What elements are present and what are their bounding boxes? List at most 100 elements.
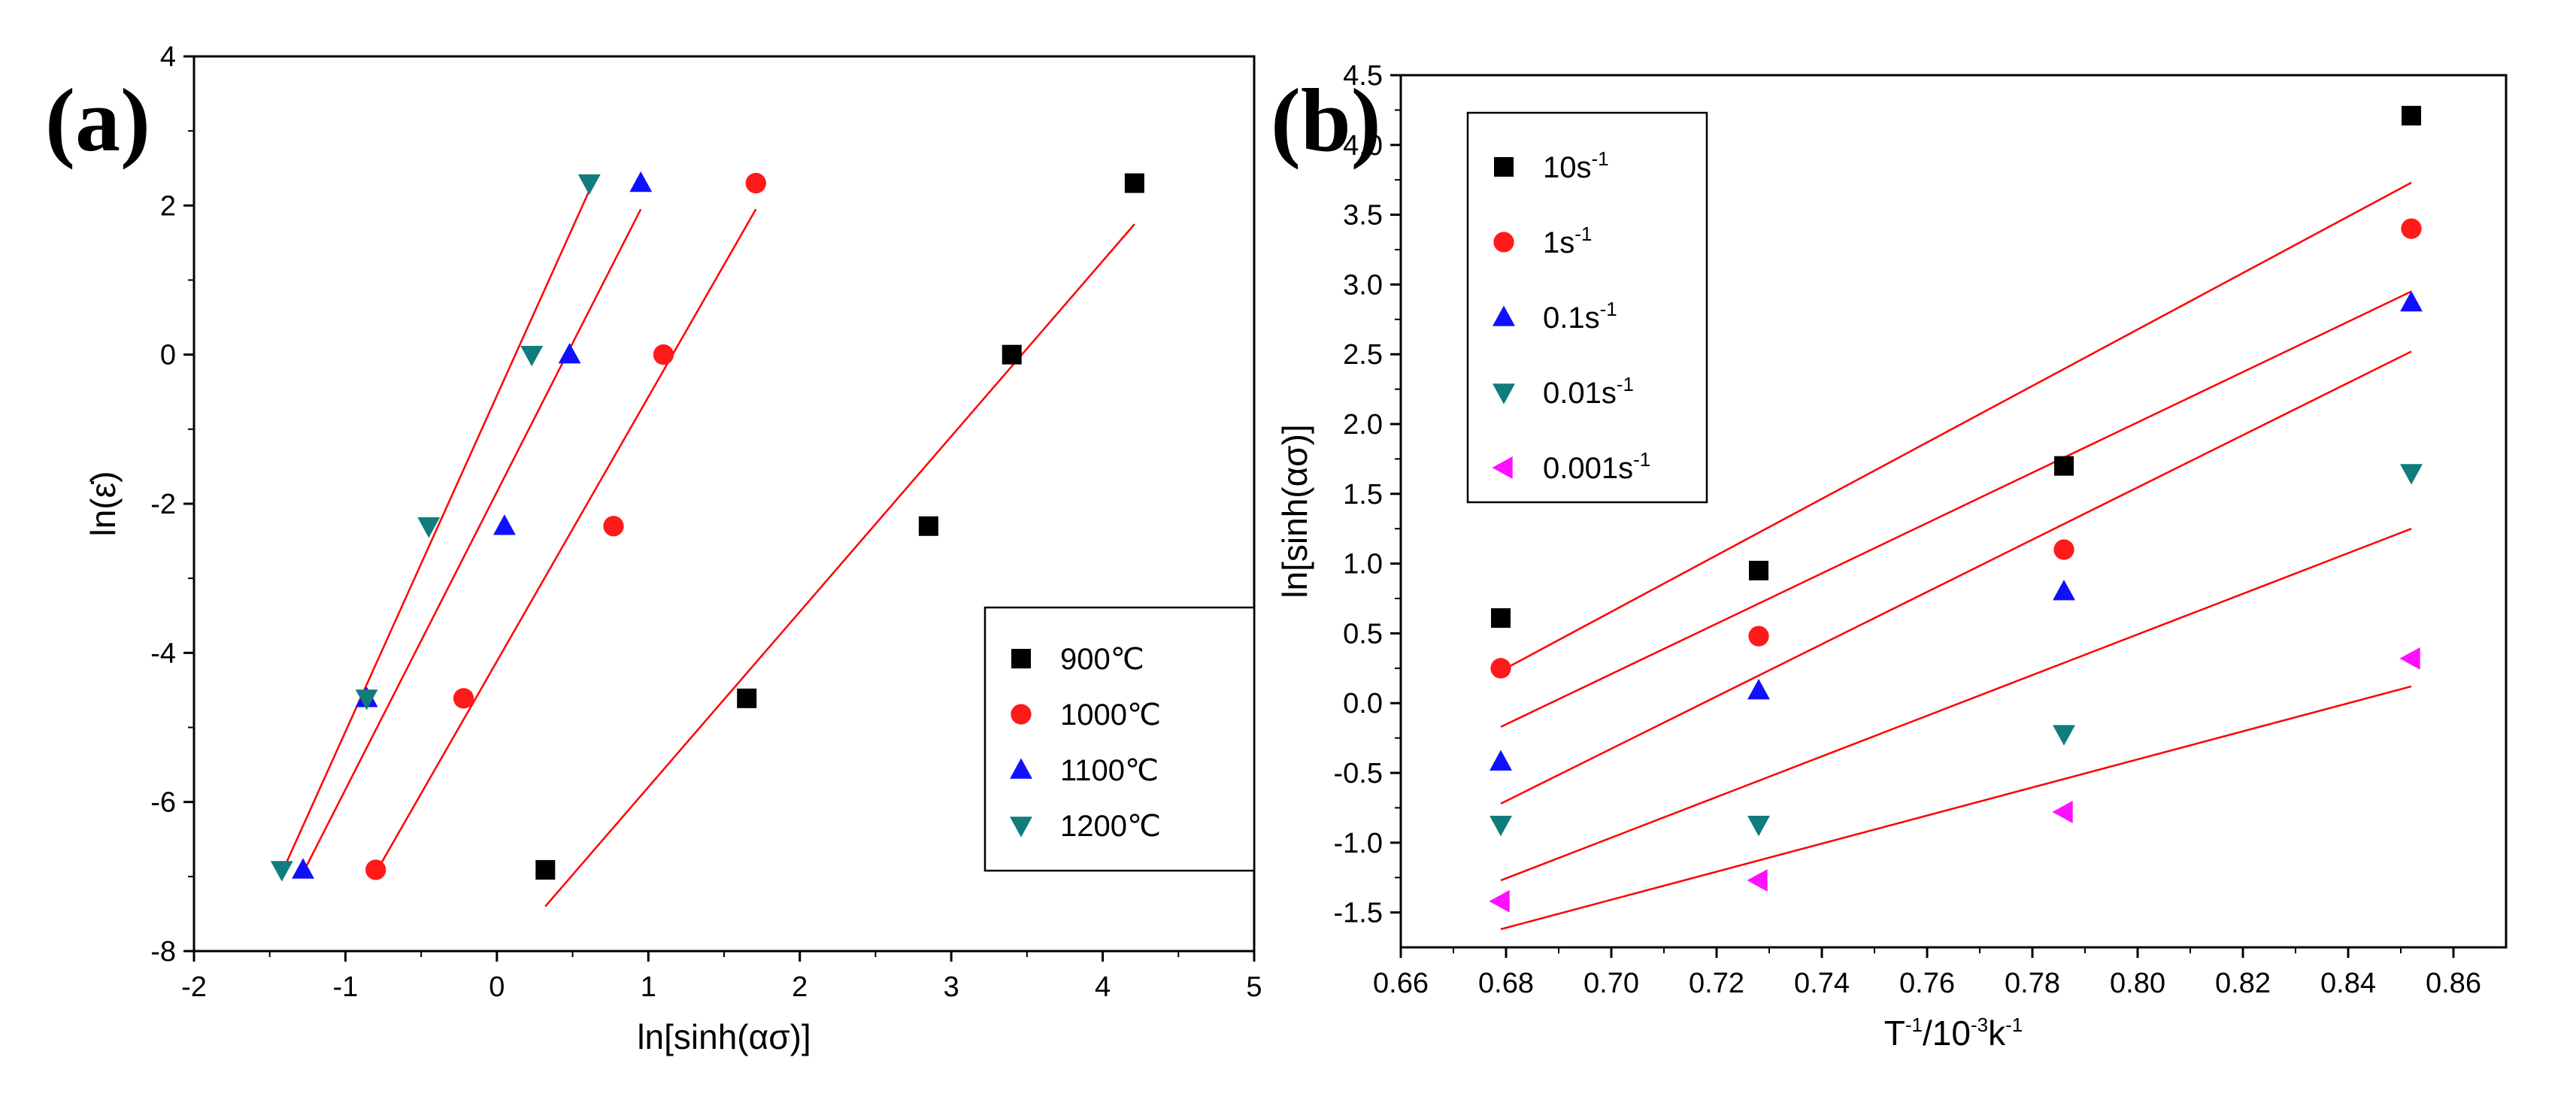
data-point-triangle-left: [1747, 868, 1768, 892]
panel-a-legend: 900℃ 1000℃ 1100℃ 1200℃: [983, 606, 1256, 872]
data-point-triangle-up: [2053, 580, 2075, 601]
legend-marker-circle: [1493, 232, 1514, 253]
data-point-square: [1124, 173, 1144, 193]
x-tick-label: 0.70: [1583, 968, 1639, 999]
data-point-triangle-down: [270, 861, 293, 882]
y-tick-label: 0.0: [1343, 688, 1383, 720]
legend-label: 900℃: [1060, 643, 1144, 676]
fit-line-0.001s: [1500, 685, 2412, 931]
legend-marker-triangle-left: [1492, 456, 1513, 479]
legend-marker-square: [1494, 157, 1514, 177]
data-point-square: [737, 688, 757, 708]
data-point-circle: [2053, 539, 2074, 560]
data-point-square: [918, 516, 938, 536]
x-tick-label: 0.82: [2215, 968, 2271, 999]
y-tick-label: -8: [150, 936, 176, 968]
y-tick-label: 4.0: [1343, 130, 1383, 162]
legend-marker-circle: [1011, 704, 1032, 725]
x-tick-label: -1: [333, 971, 359, 1003]
x-tick-label: 2: [792, 971, 808, 1003]
x-tick-label: 0: [489, 971, 505, 1003]
data-point-triangle-down: [577, 174, 601, 195]
x-tick-label: 3: [944, 971, 959, 1003]
x-tick-label: -2: [181, 971, 207, 1003]
x-tick-label: 1: [641, 971, 656, 1003]
legend-marker-triangle-down: [1493, 383, 1515, 405]
y-tick-label: 2.5: [1343, 339, 1383, 371]
y-tick-label: -4: [150, 638, 176, 669]
data-point-triangle-down: [355, 689, 378, 711]
fit-line-1100: [302, 208, 642, 874]
data-point-triangle-down: [1490, 815, 1512, 837]
x-tick-label: 0.74: [1794, 968, 1850, 999]
legend-marker-triangle-up: [1493, 305, 1515, 326]
data-point-square: [535, 859, 556, 880]
fit-line-10s: [1500, 181, 2412, 672]
data-point-triangle-left: [2399, 647, 2420, 670]
data-point-triangle-down: [417, 517, 441, 538]
data-point-triangle-up: [629, 171, 653, 192]
legend-label: 1100℃: [1060, 754, 1159, 787]
data-point-triangle-left: [2052, 801, 2073, 823]
data-point-triangle-left: [1489, 889, 1510, 913]
panel-a-y-axis-title: ln(ε̇): [83, 471, 123, 537]
panel-a: (a) -2 -1 0 1 2 3 4 5 -8 -6 -4 -2 0 2 4 ln[sinh(ασ)] l…: [45, 41, 1262, 1056]
data-point-square: [1749, 560, 1768, 580]
y-tick-label: 4: [160, 41, 176, 73]
fit-line-1s: [1500, 290, 2412, 728]
panel-a-label: (a): [45, 70, 150, 170]
data-point-circle: [2401, 218, 2422, 239]
panel-b-legend: 10s-11s-10.1s-10.01s-10.001s-1: [1466, 111, 1708, 504]
data-point-triangle-down: [1747, 815, 1770, 837]
x-tick-label: 0.66: [1373, 968, 1429, 999]
y-tick-label: -2: [150, 489, 176, 520]
y-tick-label: -6: [150, 787, 176, 819]
legend-label: 1000℃: [1060, 698, 1161, 732]
panel-b-y-axis-title: ln[sinh(ασ)]: [1275, 424, 1314, 598]
x-tick-label: 0.72: [1689, 968, 1744, 999]
x-tick-label: 0.86: [2426, 968, 2481, 999]
y-tick-label: 2: [160, 190, 176, 222]
x-tick-label: 0.80: [2110, 968, 2165, 999]
data-point-triangle-down: [2400, 464, 2423, 485]
x-tick-label: 0.76: [1899, 968, 1955, 999]
data-point-circle: [1490, 658, 1511, 679]
fit-line-0.1s: [1500, 350, 2412, 804]
y-tick-label: 2.0: [1343, 409, 1383, 441]
data-point-circle: [603, 516, 624, 537]
data-point-triangle-up: [558, 343, 581, 364]
data-point-triangle-down: [520, 345, 544, 367]
x-tick-label: 0.84: [2320, 968, 2376, 999]
y-tick-label: -0.5: [1334, 758, 1383, 789]
data-point-circle: [653, 344, 674, 365]
fit-line-1000: [374, 208, 757, 874]
x-tick-label: 4: [1095, 971, 1111, 1003]
legend-marker-triangle-up: [1010, 758, 1032, 779]
legend-label: 0.001s-1: [1543, 448, 1650, 485]
y-tick-label: -1.0: [1334, 828, 1383, 859]
y-tick-label: 1.5: [1343, 479, 1383, 511]
x-tick-label: 0.78: [2005, 968, 2060, 999]
data-point-square: [2402, 105, 2421, 126]
fit-line-900: [544, 223, 1135, 907]
legend-marker-square: [1011, 649, 1031, 668]
y-tick-label: 0: [160, 340, 176, 371]
data-point-circle: [365, 859, 386, 880]
panel-b-plot-frame: [1399, 74, 2508, 949]
fit-line-0.01s: [1500, 528, 2412, 882]
data-point-triangle-up: [1490, 750, 1512, 771]
data-point-triangle-down: [2053, 725, 2075, 746]
data-point-square: [2054, 456, 2074, 476]
data-point-triangle-up: [292, 858, 314, 879]
y-tick-label: 4.5: [1343, 60, 1383, 92]
data-point-triangle-up: [1747, 678, 1770, 700]
legend-label: 1s-1: [1543, 223, 1592, 259]
y-tick-label: 1.0: [1343, 549, 1383, 580]
legend-label: 1200℃: [1060, 810, 1161, 843]
legend-marker-triangle-down: [1010, 817, 1032, 838]
y-tick-label: -1.5: [1334, 898, 1383, 929]
data-point-triangle-up: [492, 514, 516, 535]
data-point-triangle-up: [2400, 290, 2423, 312]
data-point-circle: [453, 688, 474, 709]
